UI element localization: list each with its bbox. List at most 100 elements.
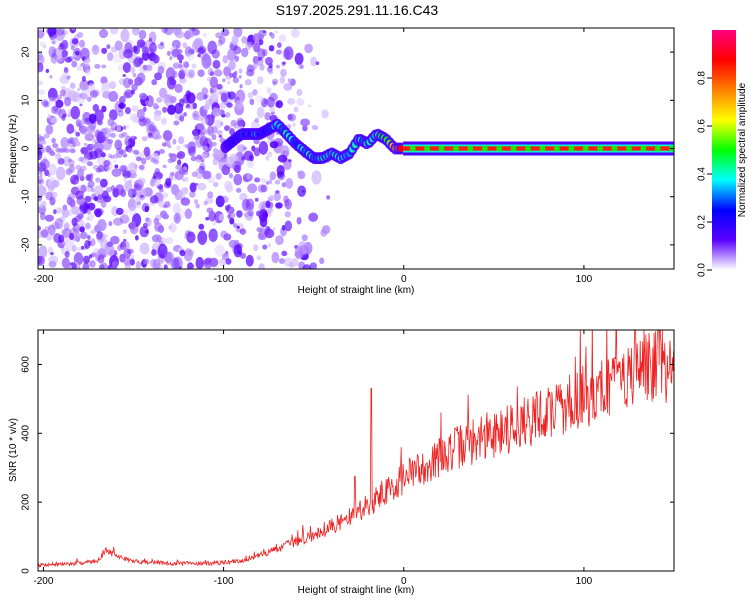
spectrogram-noise-blob [283, 257, 293, 268]
spectrogram-noise-blob [212, 107, 222, 117]
spectrogram-noise-blob [197, 47, 205, 55]
spectrogram-noise-blob [278, 34, 287, 43]
spectrogram-noise-blob [205, 114, 215, 126]
spectrogram-noise-blob [304, 43, 313, 54]
spectrogram-noise-blob [311, 124, 319, 131]
spectrogram-noise-blob [70, 106, 81, 120]
spectrogram-noise-blob [55, 28, 65, 36]
spectrogram-ridge-core [616, 146, 622, 151]
snr-series-line [38, 330, 674, 568]
spectrogram-noise-blob [142, 64, 148, 71]
spectrogram-noise-blob [151, 234, 162, 243]
spectrogram-noise-blob [73, 129, 77, 134]
spectrogram-noise-blob [235, 187, 242, 193]
spectrogram-noise-blob [148, 37, 153, 43]
spectrogram-ridge-core [529, 146, 535, 151]
spectrogram-ridge-bead [553, 145, 560, 152]
spectrogram-noise-blob [164, 252, 173, 263]
spectrogram-ridge-core [636, 146, 642, 151]
spectrogram-noise-blob [129, 220, 137, 230]
spectrogram-noise-blob [99, 178, 108, 188]
spectrogram-ridge-core [604, 146, 610, 151]
spectrogram-noise-blob [254, 117, 260, 123]
spectrogram-noise-blob [91, 252, 97, 258]
spectrogram-noise-blob [227, 80, 231, 85]
spectrogram-ridge-core [630, 146, 636, 151]
snr-axes: -200 -100 0 100 0 200 400 600 [21, 330, 674, 587]
spectrogram-noise-blob [321, 109, 329, 119]
spectrogram-noise-blob [184, 46, 193, 57]
spectrogram-noise-blob [283, 46, 294, 61]
spectrogram-noise-blob [38, 67, 42, 73]
spectrogram-ridge-core [446, 146, 452, 151]
spectrogram-noise-blob [123, 229, 127, 234]
spectrogram-noise-blob [235, 99, 244, 110]
spectrogram-noise-blob [172, 202, 181, 215]
spectrogram-ridge-blob [124, 140, 131, 146]
spectrogram-ridge-core [492, 146, 498, 151]
spectrogram-ridge-bead [424, 145, 431, 152]
spectrogram-noise-blob [79, 127, 88, 135]
spectrogram-noise-blob [57, 158, 65, 165]
spectrogram-noise-blob [209, 76, 219, 88]
spectrogram-noise-blob [202, 263, 209, 269]
spectrogram-noise-blob [163, 264, 168, 269]
snr-y-tick-label: 400 [21, 425, 32, 442]
spectrogram-noise-blob [110, 28, 119, 35]
spectrogram-noise-blob [124, 89, 134, 99]
spectrogram-noise-blob [84, 133, 95, 142]
spectrogram-ridge-core [486, 146, 492, 151]
spectrogram-noise-blob [122, 62, 132, 73]
spectrogram-noise-blob [278, 258, 286, 265]
colorbar-label: Normalized spectral amplitude [737, 82, 748, 217]
spectrogram-noise-blob [247, 91, 254, 99]
spectrogram-noise-blob [45, 101, 50, 108]
spectrogram-noise-blob [164, 201, 171, 208]
spectrogram-noise-blob [184, 208, 193, 220]
spectrogram-noise-blob [198, 223, 205, 230]
spectrogram-ridge-bead [625, 145, 632, 152]
spectrogram-ridge-core [619, 146, 625, 151]
spectrogram-noise-blob [245, 198, 255, 211]
spectrogram-noise-blob [271, 251, 280, 264]
spectrogram-noise-blob [296, 97, 305, 106]
spectrogram-noise-blob [85, 69, 91, 76]
spectrogram-noise-blob [207, 68, 214, 76]
spectrogram-noise-blob [67, 193, 76, 200]
spectrogram-noise-blob [122, 240, 130, 251]
spectrogram-noise-blob [175, 189, 183, 197]
spectrogram-noise-blob [258, 38, 264, 46]
spectrogram-noise-blob [275, 100, 284, 109]
spectrogram-noise-blob [173, 212, 181, 224]
spectrogram-noise-blob [61, 85, 66, 90]
spectrogram-ridge-blob [121, 131, 128, 137]
spectrogram-noise-blob [208, 228, 218, 242]
spectrogram-noise-blob [45, 214, 54, 222]
spectrogram-noise-blob [197, 182, 207, 191]
spectrogram-noise-blob [61, 49, 69, 58]
spectrogram-noise-blob [236, 144, 246, 153]
spectrogram-noise-blob [79, 226, 85, 233]
spectrogram-ridge-blob [135, 156, 142, 162]
spectrogram-noise-blob [139, 242, 150, 255]
spectrogram-noise-blob [274, 30, 278, 34]
spectrogram-ridge-core [515, 146, 521, 151]
spectrogram-noise-blob [64, 96, 72, 107]
spectrogram-noise-blob [188, 69, 195, 79]
snr-x-tick-label: 0 [401, 576, 407, 587]
spectrogram-noise-blob [155, 105, 160, 109]
spectrogram-noise-blob [226, 102, 233, 108]
spectrogram-noise-blob [80, 62, 86, 67]
spectrogram-noise-blob [139, 64, 149, 73]
snr-x-tick-label: -100 [214, 576, 234, 587]
spectrogram-noise-blob [77, 87, 81, 92]
spectrogram-noise-blob [61, 71, 70, 78]
spectrogram-noise-blob [49, 191, 58, 199]
spectrogram-noise-blob [225, 156, 235, 168]
spectrogram-ridge-blob [72, 137, 79, 143]
spectrogram-noise-blob [136, 108, 145, 120]
spectrogram-noise-blob [220, 195, 229, 204]
spectrogram-noise-blob [71, 38, 79, 45]
spectrogram-noise-blob [39, 41, 46, 47]
